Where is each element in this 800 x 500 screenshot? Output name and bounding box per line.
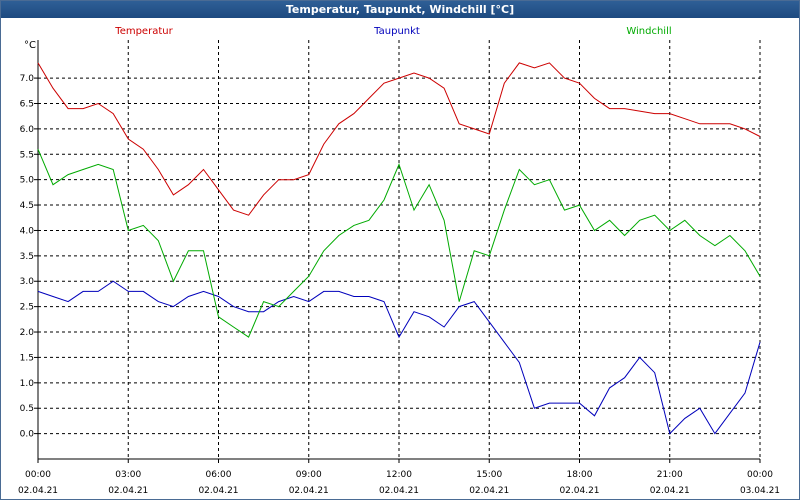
legend-windchill: Windchill bbox=[626, 26, 671, 37]
window-title: Temperatur, Taupunkt, Windchill [°C] bbox=[1, 1, 799, 18]
y-tick-label: 1.0 bbox=[20, 379, 35, 389]
y-tick-label: 3.0 bbox=[20, 277, 35, 287]
x-tick-date: 02.04.21 bbox=[379, 486, 419, 496]
x-tick-time: 00:00 bbox=[25, 470, 51, 480]
legend-temperatur: Temperatur bbox=[114, 26, 173, 37]
x-tick-date: 02.04.21 bbox=[469, 486, 509, 496]
x-tick-labels: 00:00 02.04.21 03:00 02.04.21 06:00 02.04.21 0… bbox=[18, 470, 780, 496]
taupunkt-line bbox=[37, 280, 761, 435]
y-tick-label: 7.0 bbox=[20, 74, 35, 84]
x-tick-time: 00:00 bbox=[747, 470, 773, 480]
y-tick-label: 4.5 bbox=[20, 201, 34, 211]
series-lines bbox=[37, 62, 761, 435]
y-tick-label: 2.0 bbox=[20, 328, 35, 338]
x-tick-time: 03:00 bbox=[115, 470, 141, 480]
x-tick-time: 12:00 bbox=[386, 470, 412, 480]
y-axis-unit: °C bbox=[24, 40, 36, 51]
x-tick-time: 06:00 bbox=[206, 470, 232, 480]
x-tick-time: 21:00 bbox=[657, 470, 683, 480]
y-tick-label: 2.5 bbox=[20, 303, 34, 313]
x-tick-time: 15:00 bbox=[476, 470, 502, 480]
x-tick-date: 02.04.21 bbox=[559, 486, 599, 496]
y-tick-label: 5.5 bbox=[20, 150, 34, 160]
y-tick-label: 3.5 bbox=[20, 252, 34, 262]
y-tick-labels: 0.0 0.5 1.0 1.5 2.0 2.5 3.0 3.5 4.0 4.5 5.0 5.5 6.0 6… bbox=[20, 74, 35, 440]
y-tick-label: 6.5 bbox=[20, 99, 34, 109]
grid-lines bbox=[37, 40, 761, 459]
x-tick-date: 02.04.21 bbox=[198, 486, 238, 496]
x-tick-date: 02.04.21 bbox=[108, 486, 148, 496]
y-tick-label: 6.0 bbox=[20, 125, 35, 135]
axes bbox=[34, 40, 761, 463]
y-tick-label: 0.0 bbox=[20, 430, 35, 440]
y-tick-label: 5.0 bbox=[20, 176, 35, 186]
x-tick-date: 02.04.21 bbox=[18, 486, 58, 496]
legend-taupunkt: Taupunkt bbox=[373, 26, 420, 37]
windchill-line bbox=[37, 149, 761, 338]
temperatur-line bbox=[37, 62, 761, 216]
x-tick-time: 09:00 bbox=[296, 470, 322, 480]
x-tick-date: 02.04.21 bbox=[289, 486, 329, 496]
y-tick-label: 1.5 bbox=[20, 353, 34, 363]
y-tick-label: 4.0 bbox=[20, 226, 35, 236]
x-tick-date: 02.04.21 bbox=[650, 486, 690, 496]
x-tick-date: 03.04.21 bbox=[740, 486, 780, 496]
y-tick-label: 0.5 bbox=[20, 404, 34, 414]
x-tick-time: 18:00 bbox=[567, 470, 593, 480]
